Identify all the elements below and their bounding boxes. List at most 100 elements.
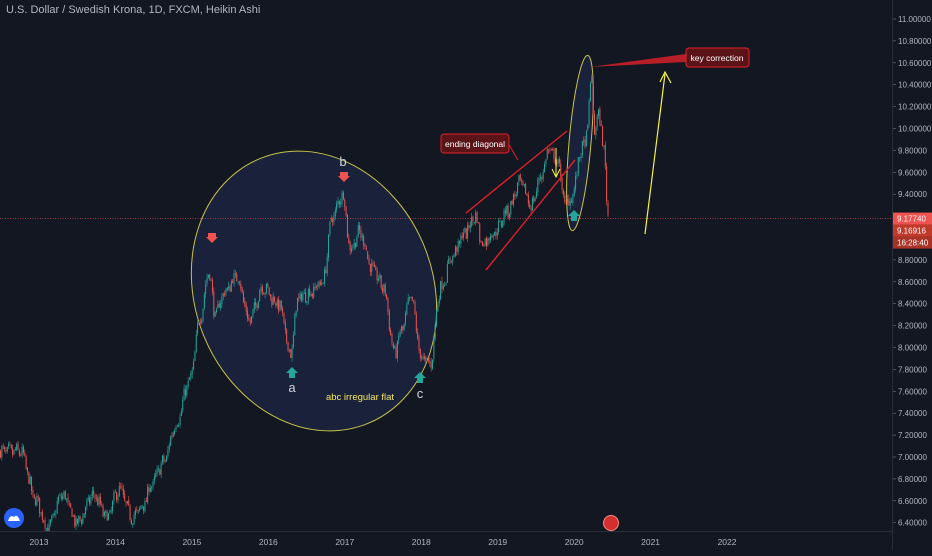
candle-body xyxy=(238,282,240,284)
candle-body xyxy=(9,443,11,445)
candle-body xyxy=(376,270,378,281)
candle-body xyxy=(143,506,145,511)
candle-body xyxy=(589,82,591,102)
candle-body xyxy=(83,513,85,518)
ending-diagonal-label-box[interactable] xyxy=(440,133,510,154)
candle-body xyxy=(18,450,20,456)
candle-body xyxy=(525,183,527,195)
candle-body xyxy=(394,346,396,348)
candle-body xyxy=(506,205,508,214)
candle-body xyxy=(565,201,567,203)
candle-body xyxy=(429,361,431,363)
candle-body xyxy=(341,192,343,204)
candle-body xyxy=(454,246,456,256)
candle-body xyxy=(371,262,373,272)
candle-body xyxy=(369,264,371,272)
candle-body xyxy=(66,498,68,500)
candle-body xyxy=(32,490,34,494)
candle-body xyxy=(241,287,243,293)
candle-body xyxy=(286,329,288,342)
candle-body xyxy=(382,288,384,292)
candle-body xyxy=(305,292,307,303)
candle-body xyxy=(151,487,153,489)
candle-body xyxy=(112,501,114,512)
candle-body xyxy=(272,296,274,305)
candle-body xyxy=(280,300,282,309)
candle-body xyxy=(170,436,172,446)
key-correction-label-box[interactable] xyxy=(685,47,750,68)
candle-body xyxy=(499,221,501,223)
candle-body xyxy=(64,491,66,499)
candle-body xyxy=(479,223,481,242)
candle-body xyxy=(245,304,247,312)
candle-body xyxy=(368,258,370,264)
candle-body xyxy=(301,293,303,301)
candle-body xyxy=(106,511,108,521)
candle-body xyxy=(2,446,4,447)
candle-body xyxy=(599,108,601,125)
candle-body xyxy=(45,528,47,530)
candle-body xyxy=(291,347,293,358)
candle-body xyxy=(48,523,50,535)
candle-body xyxy=(352,246,354,248)
candle-body xyxy=(307,289,309,301)
candle-body xyxy=(494,231,496,236)
candle-body xyxy=(405,313,406,324)
candle-body xyxy=(147,486,149,503)
candle-body xyxy=(530,208,532,210)
candle-body xyxy=(288,349,290,351)
candle-body xyxy=(275,302,277,306)
projection-arrow-head xyxy=(659,70,672,84)
candle-body xyxy=(162,455,163,463)
candle-body xyxy=(571,201,573,203)
candle-body xyxy=(378,278,379,281)
candle-body xyxy=(321,282,323,285)
time-axis[interactable]: 2013 2014 2015 2016 2017 2018 2019 2020 2021 2022 xyxy=(0,531,892,551)
candle-body xyxy=(153,476,155,481)
candle-body xyxy=(12,448,14,456)
candle-body xyxy=(224,293,226,296)
candle-body xyxy=(515,193,517,197)
candle-body xyxy=(330,218,332,221)
candle-body xyxy=(521,180,523,182)
candle-body xyxy=(481,241,483,246)
candle-body xyxy=(136,509,138,511)
time-axis-label: 2021 xyxy=(641,537,660,547)
candle-body xyxy=(319,282,321,285)
candle-body xyxy=(261,287,263,293)
candle-body xyxy=(553,148,555,160)
candle-body xyxy=(268,287,270,295)
candle-body xyxy=(72,515,74,517)
candle-body xyxy=(36,495,38,506)
candle-body xyxy=(519,174,521,181)
candle-body xyxy=(20,455,22,457)
tradingview-logo-icon[interactable] xyxy=(4,508,24,528)
annotation-front-layer: ending diagonal key correction b a c abc irre… xyxy=(0,47,892,403)
candle-body xyxy=(413,300,415,302)
candle-body xyxy=(557,159,559,164)
candle-body xyxy=(498,221,500,232)
wave-label-b: b xyxy=(339,154,346,169)
price-axis-label: 7.20000 xyxy=(898,431,927,440)
candle-body xyxy=(130,520,132,524)
candle-body xyxy=(436,311,438,326)
candle-body xyxy=(487,238,489,246)
candle-body xyxy=(259,290,261,302)
candle-body xyxy=(90,496,92,504)
candle-body xyxy=(426,358,428,359)
candle-body xyxy=(163,455,165,462)
price-axis-label: 8.00000 xyxy=(898,344,927,353)
candle-body xyxy=(194,352,196,361)
price-axis-label: 8.80000 xyxy=(898,256,927,265)
candle-body xyxy=(226,287,228,291)
candle-body xyxy=(606,166,608,202)
candle-body xyxy=(256,304,258,308)
candle-body xyxy=(222,293,224,297)
event-flag-icon[interactable] xyxy=(603,515,619,531)
candle-body xyxy=(552,149,554,151)
price-axis[interactable]: 11.00000 10.80000 10.60000 10.40000 10.20000… xyxy=(892,0,932,550)
candle-body xyxy=(535,191,537,197)
candle-body xyxy=(240,283,242,289)
